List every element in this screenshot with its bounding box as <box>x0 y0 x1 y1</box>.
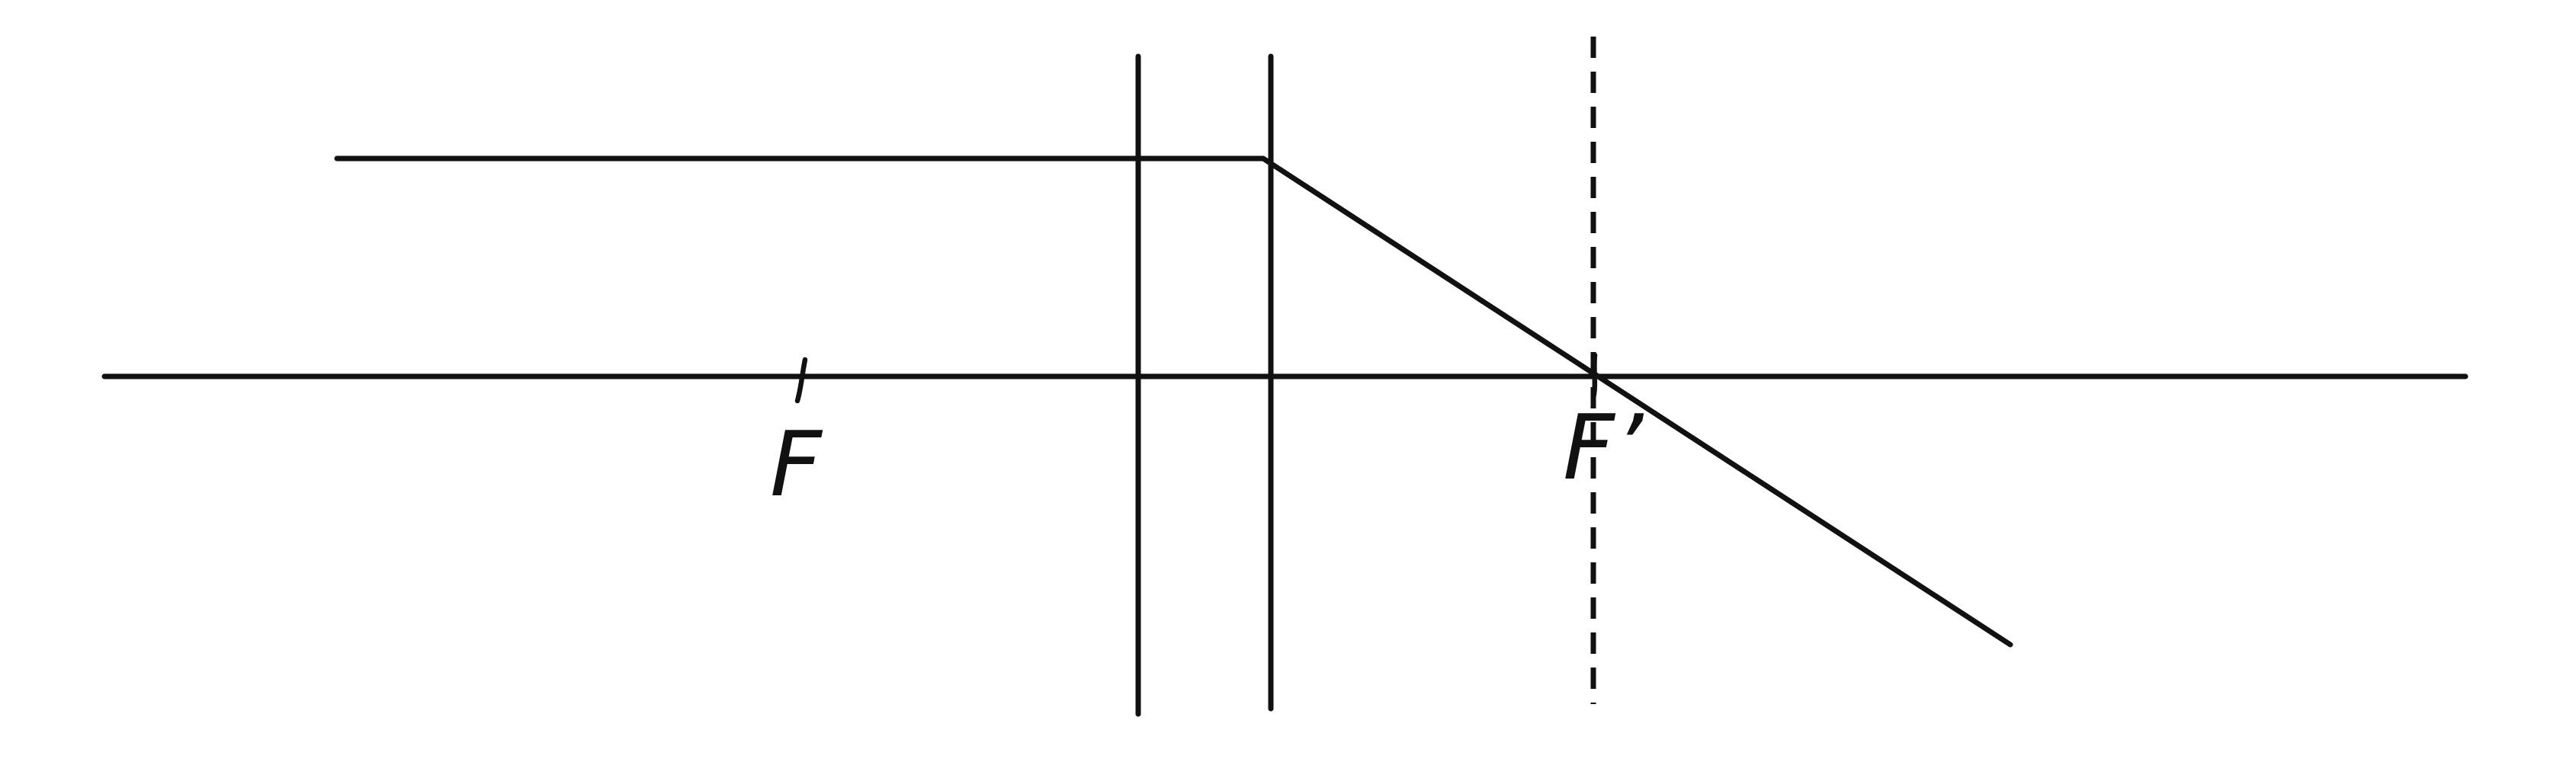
light-ray <box>334 155 2013 648</box>
focus-back-tick <box>1590 352 1598 401</box>
focus-back-label: F’ <box>1563 395 1644 500</box>
focus-front-tick <box>794 357 808 404</box>
focus-front-label: F <box>770 411 823 517</box>
